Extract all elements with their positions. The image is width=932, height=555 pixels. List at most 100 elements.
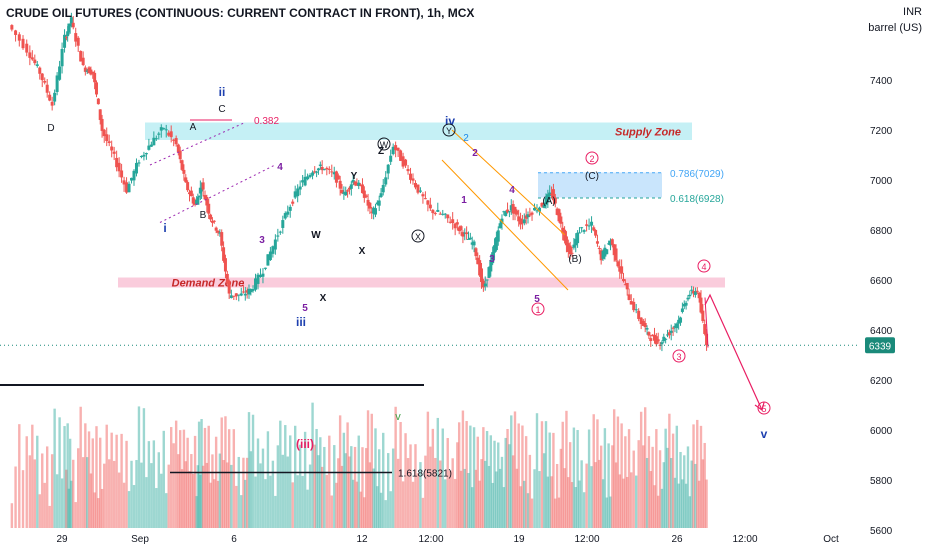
volume-bar	[429, 446, 432, 528]
wave-label-black: (C)	[585, 171, 599, 182]
y-tick-label: 6800	[870, 226, 893, 237]
candle-body	[446, 214, 450, 219]
candle-body	[187, 192, 191, 195]
volume-bar	[378, 449, 381, 528]
chart-title: CRUDE OIL FUTURES (CONTINUOUS: CURRENT C…	[6, 6, 475, 20]
currency-label: INR	[903, 6, 922, 18]
wave-label-blue: ii	[219, 85, 226, 99]
candle-body	[162, 128, 166, 130]
volume-bar	[491, 482, 494, 528]
volume-bar	[668, 413, 671, 528]
volume-bar	[399, 422, 402, 528]
x-tick-label: Sep	[131, 534, 149, 545]
candle-body	[535, 210, 539, 212]
volume-bar	[41, 453, 44, 528]
candle-body	[237, 294, 241, 296]
volume-bar	[108, 459, 111, 528]
volume-bar	[274, 495, 277, 528]
candle-body	[71, 22, 75, 28]
volume-bar	[546, 476, 550, 528]
y-tick-label: 6400	[870, 326, 893, 337]
volume-bar	[201, 465, 205, 528]
wave-label-black: W	[311, 230, 321, 241]
candle-body	[667, 332, 671, 336]
volume-bar	[227, 429, 231, 528]
volume-bar	[585, 463, 588, 528]
volume-bar	[103, 463, 106, 528]
x-tick-label: 19	[513, 534, 525, 545]
volume-bar	[160, 473, 163, 528]
candle-body	[519, 218, 523, 225]
candle-body	[553, 197, 557, 204]
candle-body	[293, 191, 297, 198]
candle-body	[180, 160, 184, 170]
candle-body	[152, 137, 156, 146]
candle-body	[651, 334, 655, 337]
candle-body	[468, 237, 472, 240]
volume-bar	[622, 478, 625, 528]
volume-bar	[213, 479, 216, 528]
candle-body	[664, 338, 668, 340]
volume-bar	[112, 460, 116, 528]
candle-body	[320, 167, 324, 171]
candle-body	[455, 222, 459, 225]
candle-body	[703, 324, 707, 334]
volume-bar	[416, 473, 420, 528]
volume-bar	[348, 456, 351, 528]
candle-body	[557, 209, 561, 222]
candle-body	[147, 145, 151, 150]
volume-bar	[474, 469, 478, 528]
candle-body	[654, 336, 658, 345]
volume-bar	[55, 474, 59, 528]
candle-body	[472, 241, 476, 246]
volume-bar	[419, 462, 422, 528]
candle-body	[225, 273, 229, 284]
candle-body	[520, 220, 524, 224]
x-tick-label: 12	[356, 534, 368, 545]
volume-bar	[325, 474, 329, 528]
volume-bar	[493, 440, 496, 528]
candle-body	[137, 162, 141, 164]
x-tick-label: 29	[56, 534, 68, 545]
wave-circle-black	[377, 137, 391, 151]
volume-bar	[376, 486, 379, 528]
candle-body	[193, 202, 197, 205]
candle-body	[50, 101, 54, 106]
y-tick-label: 7200	[870, 126, 893, 137]
candle-body	[500, 218, 504, 224]
candle-body	[401, 156, 405, 167]
volume-bar	[63, 426, 66, 528]
candle-body	[94, 82, 98, 95]
candle-body	[266, 254, 270, 266]
wedge-lower	[159, 164, 276, 223]
volume-bar	[544, 421, 548, 528]
candle-body	[197, 196, 201, 198]
volume-bar	[311, 402, 314, 528]
candle-body	[247, 288, 251, 295]
volume-bar	[368, 462, 372, 528]
volume-bar	[142, 408, 146, 528]
volume-bar	[690, 460, 693, 528]
volume-bar	[511, 455, 515, 528]
volume-bar	[632, 450, 635, 528]
volume-bar	[681, 479, 684, 528]
candle-body	[595, 241, 599, 244]
volume-bar	[497, 442, 500, 528]
candle-body	[102, 129, 106, 137]
candle-body	[487, 267, 491, 278]
wave-label-red: 1	[535, 305, 540, 315]
candle-body	[48, 94, 52, 101]
volume-bar	[409, 444, 412, 528]
candle-body	[115, 157, 119, 168]
candle-body	[599, 250, 603, 261]
volume-bar	[291, 482, 294, 528]
volume-bar	[554, 498, 557, 528]
candle-body	[660, 342, 664, 345]
candle-body	[684, 302, 688, 306]
candle-body	[537, 207, 541, 212]
volume-bar	[271, 460, 275, 528]
candle-body	[283, 213, 287, 219]
volume-bar	[50, 454, 54, 528]
candle-body	[416, 184, 420, 193]
